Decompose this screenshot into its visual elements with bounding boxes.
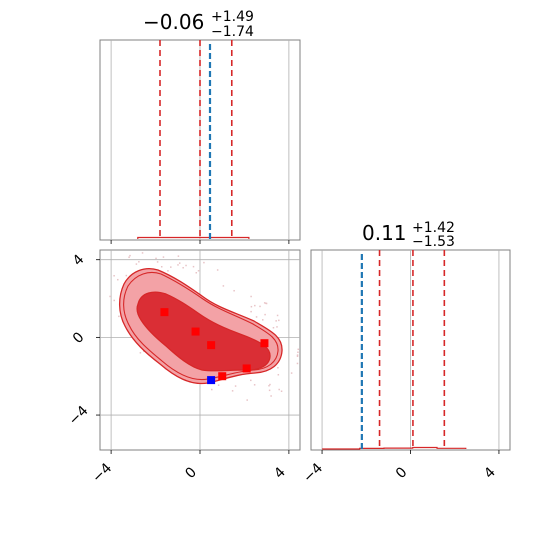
speckle-sample <box>264 313 266 316</box>
speckle-sample <box>259 305 261 308</box>
speckle-sample <box>233 289 235 292</box>
speckle-sample <box>117 278 119 281</box>
speckle-sample <box>141 252 144 254</box>
speckle-sample <box>113 299 115 302</box>
speckle-sample <box>278 388 280 391</box>
hist-top-title-value: −0.06 <box>143 10 204 34</box>
speckle-sample <box>203 261 205 264</box>
speckle-sample <box>268 389 271 392</box>
speckle-sample <box>177 255 180 257</box>
speckle-sample <box>250 379 252 382</box>
scatter-red-point-0 <box>160 308 169 317</box>
speckle-sample <box>296 362 299 365</box>
speckle-sample <box>296 355 299 358</box>
hist-bottom-title-lower: −1.53 <box>412 234 455 250</box>
speckle-sample <box>156 261 159 263</box>
speckle-sample <box>272 326 275 329</box>
speckle-sample <box>277 367 279 369</box>
speckle-sample <box>253 384 256 386</box>
speckle-sample <box>211 388 213 391</box>
speckle-sample <box>155 257 157 260</box>
scatter-red-point-1 <box>191 327 200 336</box>
speckle-sample <box>128 256 130 259</box>
speckle-sample <box>268 384 270 387</box>
hist-top-quantile-lines <box>159 40 233 240</box>
speckle-sample <box>250 310 252 313</box>
speckle-sample <box>185 264 187 267</box>
speckle-sample <box>192 265 195 268</box>
speckle-sample <box>270 395 272 397</box>
speckle-sample <box>297 351 299 353</box>
hist-top-title-lower: −1.74 <box>211 24 254 40</box>
speckle-sample <box>276 314 279 317</box>
speckle-sample <box>277 373 280 376</box>
contour-inner <box>136 291 271 372</box>
speckle-sample <box>135 263 138 265</box>
hist-top-step <box>137 236 250 239</box>
speckle-sample <box>262 319 264 321</box>
speckle-sample <box>231 390 234 392</box>
speckle-sample <box>263 302 266 304</box>
speckle-sample <box>195 272 198 274</box>
hist-panel-top: −0.06 +1.49 −1.74 <box>99 9 301 244</box>
speckle-sample <box>160 266 163 268</box>
hist-bottom-bars <box>322 446 467 450</box>
speckle-sample <box>139 352 142 354</box>
speckle-sample <box>246 399 248 401</box>
speckle-sample <box>265 302 268 305</box>
scatter-panel: −4 0 4 −4 0 4 <box>66 249 301 486</box>
speckle-sample <box>254 304 256 307</box>
scatter-tick-marks <box>96 259 290 454</box>
hist-top-bars <box>137 236 250 239</box>
scatter-red-point-4 <box>242 364 251 373</box>
speckle-sample <box>290 372 293 374</box>
speckle-sample <box>197 270 200 272</box>
speckle-sample <box>125 274 128 277</box>
scatter-red-point-2 <box>207 341 216 350</box>
contour-ring-2 <box>123 271 279 381</box>
speckle-sample <box>162 256 165 258</box>
speckle-sample <box>216 269 219 271</box>
speckle-sample <box>129 254 131 257</box>
speckle-sample <box>217 384 220 386</box>
hist-top-title-upper: +1.49 <box>211 9 254 25</box>
speckle-sample <box>138 261 140 263</box>
scatter-blue-point-0 <box>207 376 216 385</box>
scatter-contours <box>118 268 283 385</box>
speckle-sample <box>250 305 253 308</box>
speckle-sample <box>297 348 300 351</box>
speckle-sample <box>234 385 237 387</box>
speckle-sample <box>177 264 179 266</box>
speckle-sample <box>178 262 181 264</box>
speckle-sample <box>143 350 145 352</box>
speckle-sample <box>250 295 252 298</box>
speckle-sample <box>167 270 169 272</box>
speckle-sample <box>109 295 111 298</box>
hist-top-tick-marks <box>110 240 290 244</box>
hist-bottom-quantile-lines <box>378 250 446 450</box>
scatter-red-point-3 <box>260 339 269 348</box>
hist-bottom-tick-marks <box>321 450 500 454</box>
speckle-sample <box>275 320 277 322</box>
hist-bottom-step <box>322 446 467 450</box>
speckle-sample <box>276 326 278 328</box>
speckle-sample <box>255 316 258 318</box>
speckle-sample <box>269 383 271 386</box>
hist-bottom-title-value: 0.11 <box>362 221 407 245</box>
scatter-red-point-5 <box>218 372 227 381</box>
speckle-sample <box>170 266 172 268</box>
scatter-points <box>160 308 269 385</box>
speckle-sample <box>118 315 120 318</box>
speckle-sample <box>222 285 225 287</box>
hist-bottom-title-upper: +1.42 <box>412 220 455 236</box>
speckle-sample <box>296 354 299 356</box>
speckle-sample <box>280 390 283 392</box>
speckle-sample <box>113 275 115 277</box>
speckle-sample <box>278 319 280 322</box>
hist-bottom-grid <box>321 250 500 450</box>
speckle-sample <box>182 266 184 269</box>
hist-panel-bottom: −4 0 4 0.11 +1.42 −1.53 <box>300 220 511 486</box>
